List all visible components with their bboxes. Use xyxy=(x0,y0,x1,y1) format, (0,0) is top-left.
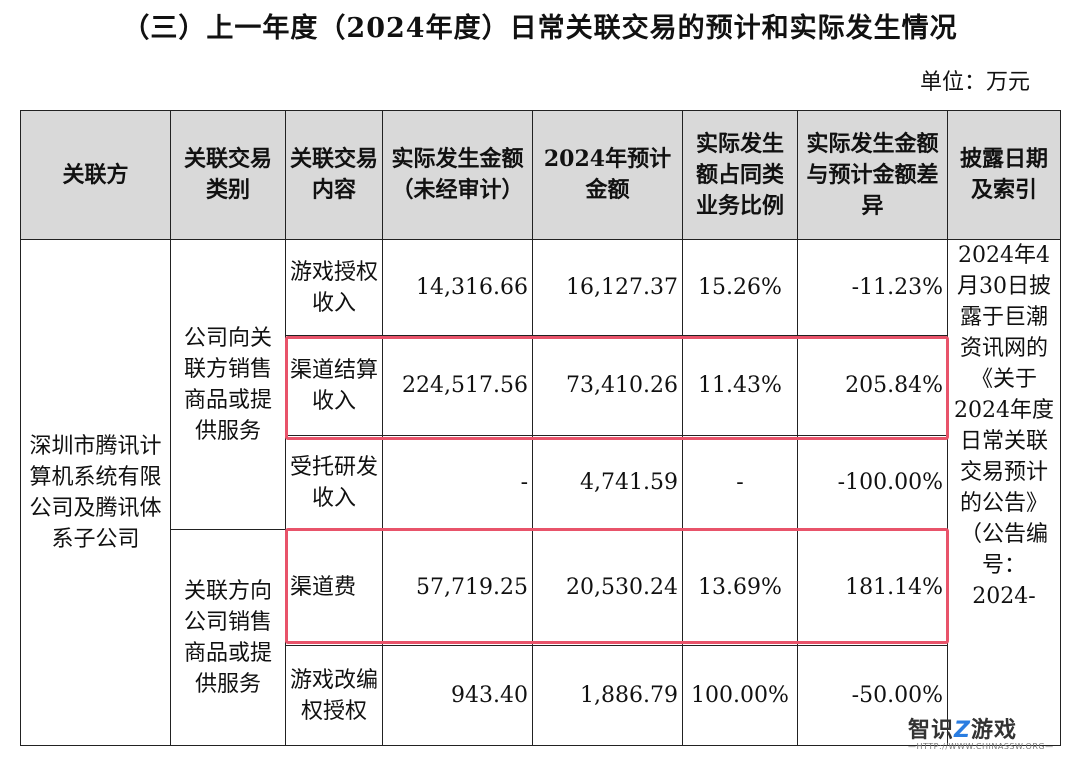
ratio-cell: - xyxy=(682,435,798,530)
header-ratio: 实际发生额占同类业务比例 xyxy=(682,110,798,240)
estimate-cell: 4,741.59 xyxy=(532,435,683,530)
watermark-url: —HTTP://WWW.CHINASSW.ORG— xyxy=(908,742,1054,751)
content-cell: 渠道费 xyxy=(285,529,383,646)
estimate-cell: 16,127.37 xyxy=(532,239,683,336)
category-sales: 公司向关联方销售商品或提供服务 xyxy=(170,239,286,530)
header-row: 关联方 关联交易类别 关联交易内容 实际发生金额（未经审计） 2024年预计金额… xyxy=(20,110,1061,240)
category-purchase: 关联方向公司销售商品或提供服务 xyxy=(170,529,286,746)
header-actual: 实际发生金额（未经审计） xyxy=(382,110,533,240)
header-disclosure: 披露日期及索引 xyxy=(947,110,1061,240)
disclosure-text: 2024年4月30日披露于巨潮资讯网的《关于2024年度日常关联交易预计的公告》… xyxy=(954,243,1054,609)
diff-cell: -100.00% xyxy=(797,435,948,530)
table-row: 深圳市腾讯计算机系统有限公司及腾讯体系子公司 公司向关联方销售商品或提供服务 游… xyxy=(20,239,1061,746)
actual-cell: 943.40 xyxy=(382,645,533,746)
diff-cell: 205.84% xyxy=(797,335,948,436)
table-row: 渠道结算收入 224,517.56 73,410.26 11.43% 205.8… xyxy=(21,335,1061,436)
actual-cell: 224,517.56 xyxy=(382,335,533,436)
estimate-cell: 20,530.24 xyxy=(532,529,683,646)
diff-cell: -11.23% xyxy=(797,239,948,336)
estimate-cell: 73,410.26 xyxy=(532,335,683,436)
table-row: 关联方向公司销售商品或提供服务 渠道费 57,719.25 20,530.24 … xyxy=(21,529,1061,746)
actual-cell: - xyxy=(382,435,533,530)
watermark: 智识Z游戏 —HTTP://WWW.CHINASSW.ORG— xyxy=(908,712,1058,752)
diff-cell: -50.00% xyxy=(797,645,948,746)
watermark-logo: 智识Z游戏 xyxy=(908,718,1017,743)
estimate-cell: 1,886.79 xyxy=(532,645,683,746)
unit-label: 单位：万元 xyxy=(919,70,1030,95)
ratio-cell: 100.00% xyxy=(682,645,798,746)
ratio-cell: 11.43% xyxy=(682,335,798,436)
content-cell: 受托研发收入 xyxy=(285,435,383,530)
content-cell: 游戏授权收入 xyxy=(285,239,383,336)
table-row: 游戏改编权授权 943.40 1,886.79 100.00% -50.00% xyxy=(21,645,1061,746)
header-party: 关联方 xyxy=(20,110,171,240)
content-cell: 渠道结算收入 xyxy=(285,335,383,436)
ratio-cell: 13.69% xyxy=(682,529,798,646)
header-type: 关联交易类别 xyxy=(170,110,286,240)
related-transactions-table: 关联方 关联交易类别 关联交易内容 实际发生金额（未经审计） 2024年预计金额… xyxy=(20,110,1061,746)
header-content: 关联交易内容 xyxy=(285,110,383,240)
diff-cell: 181.14% xyxy=(797,529,948,646)
actual-cell: 57,719.25 xyxy=(382,529,533,646)
content-cell: 游戏改编权授权 xyxy=(285,645,383,746)
disclosure-cell: 2024年4月30日披露于巨潮资讯网的《关于2024年度日常关联交易预计的公告》… xyxy=(947,239,1061,746)
party-cell: 深圳市腾讯计算机系统有限公司及腾讯体系子公司 xyxy=(20,239,171,746)
header-diff: 实际发生金额与预计金额差异 xyxy=(797,110,948,240)
table-row: 受托研发收入 - 4,741.59 - -100.00% xyxy=(21,435,1061,530)
ratio-cell: 15.26% xyxy=(682,239,798,336)
header-estimate: 2024年预计金额 xyxy=(532,110,683,240)
page-title: （三）上一年度（2024年度）日常关联交易的预计和实际发生情况 xyxy=(122,13,958,44)
actual-cell: 14,316.66 xyxy=(382,239,533,336)
